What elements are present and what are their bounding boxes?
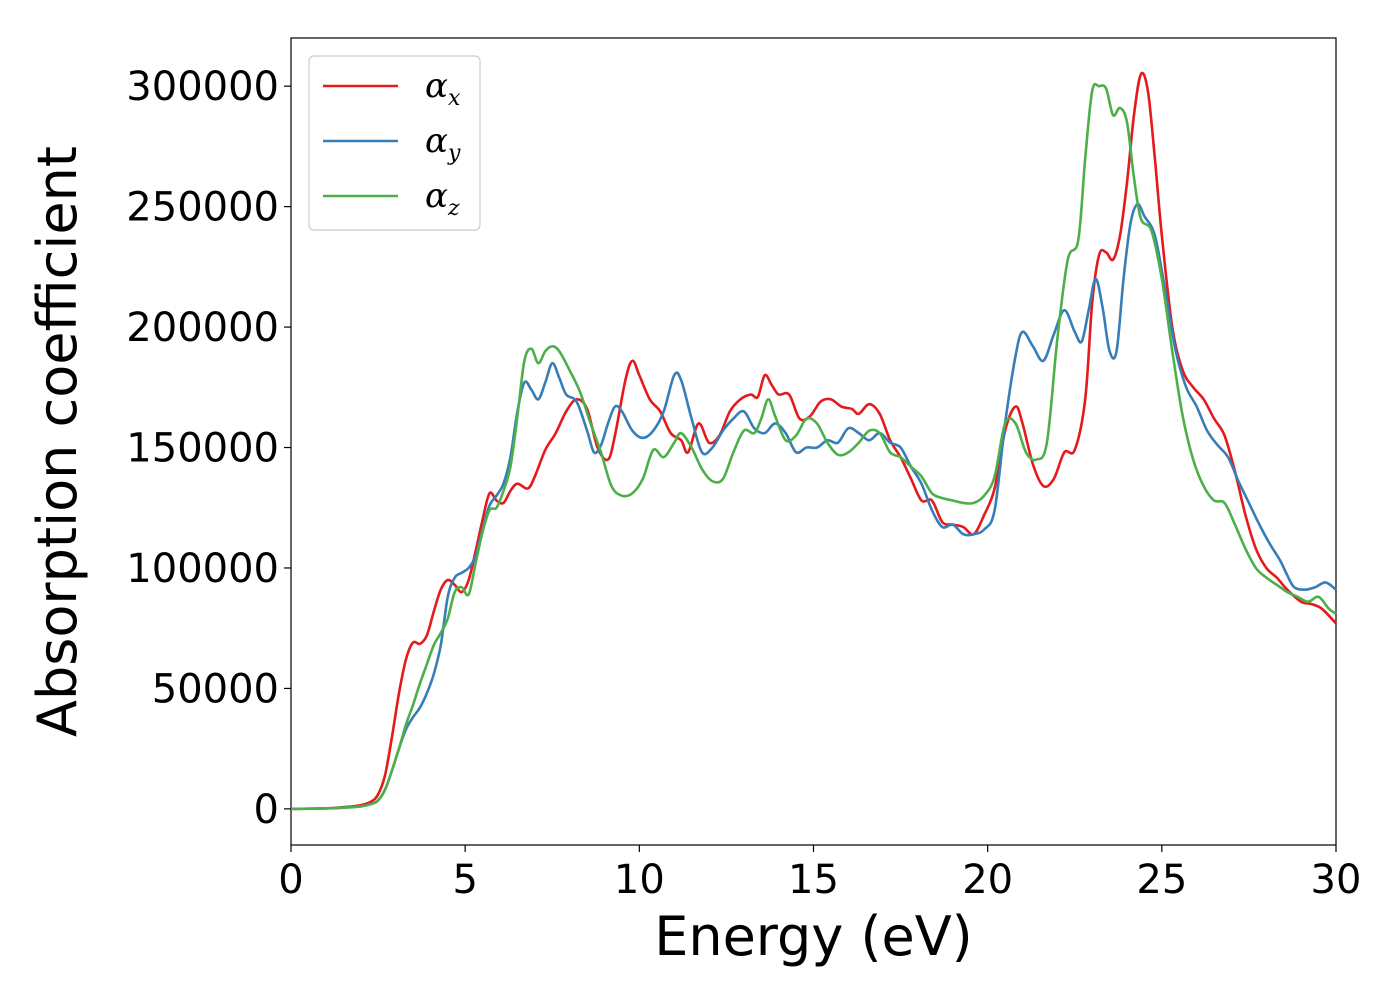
x-axis-ticks: 0 5 10 15 20 25 30 [278, 845, 1361, 903]
x-axis-title: Energy (eV) [654, 905, 973, 968]
y-tick-label: 0 [254, 787, 279, 833]
y-axis-ticks: 0 50000 100000 150000 200000 250000 300000 [126, 64, 291, 833]
x-tick-label: 10 [614, 857, 665, 903]
y-tick-label: 50000 [152, 666, 279, 712]
series-line-y [290, 202, 1337, 811]
legend-label-z: αz [425, 176, 460, 221]
y-tick-label: 200000 [126, 305, 279, 351]
legend-label-x: αx [425, 66, 461, 111]
y-tick-label: 150000 [126, 426, 279, 472]
legend-box [308, 55, 481, 231]
legend: αx αy αz [308, 55, 481, 231]
x-tick-label: 0 [278, 857, 303, 903]
series-line-z [290, 82, 1337, 811]
y-tick-label: 300000 [126, 64, 279, 110]
series-line-x [290, 71, 1337, 811]
x-tick-label: 15 [788, 857, 839, 903]
series-layer [290, 71, 1337, 811]
legend-label-y: αy [425, 121, 461, 166]
y-axis-title: Absorption coefficient [26, 146, 89, 737]
x-tick-label: 30 [1311, 857, 1362, 903]
y-tick-label: 100000 [126, 546, 279, 592]
x-tick-label: 5 [452, 857, 477, 903]
y-tick-label: 250000 [126, 185, 279, 231]
x-tick-label: 20 [962, 857, 1013, 903]
x-tick-label: 25 [1136, 857, 1187, 903]
